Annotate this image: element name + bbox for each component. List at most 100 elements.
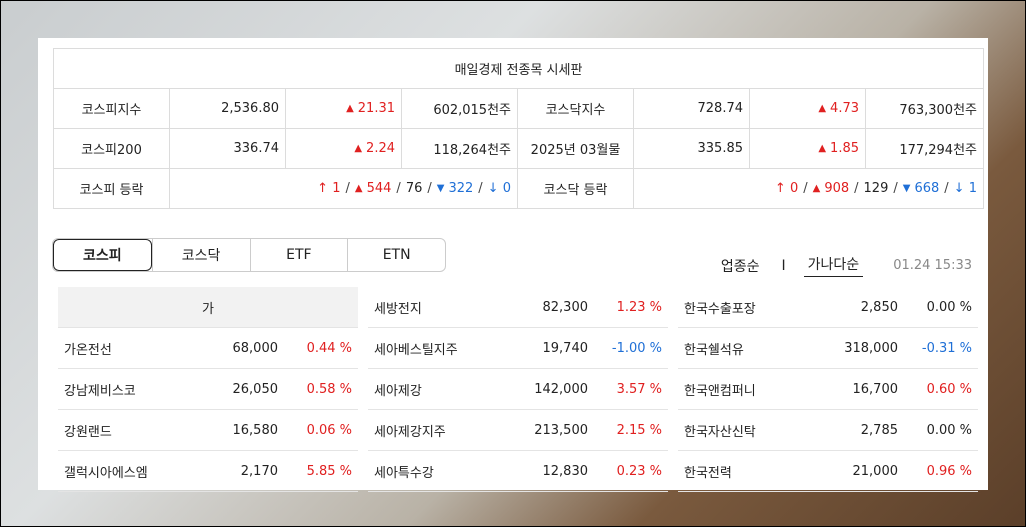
stock-name[interactable]: 강남제비스코 xyxy=(64,383,136,399)
kospi-up-count: 544 xyxy=(366,181,392,196)
kosdaq-index-value: 728.74 xyxy=(633,88,750,129)
stock-price: 16,580 xyxy=(232,422,279,438)
kospi-upper-count: 1 xyxy=(332,181,341,196)
stock-name[interactable]: 세방전지 xyxy=(374,301,422,317)
market-tabs: 코스피 코스닥 ETF ETN xyxy=(52,238,446,272)
stock-name[interactable]: 세아제강 xyxy=(374,383,422,399)
kospi-volume: 602,015천주 xyxy=(401,88,518,129)
kosdaq-volume: 763,300천주 xyxy=(865,88,984,129)
tab-kospi[interactable]: 코스피 xyxy=(53,239,152,271)
stock-name[interactable]: 갤럭시아에스엠 xyxy=(64,465,148,481)
stock-name[interactable]: 가온전선 xyxy=(64,342,112,358)
kosdaq-breadth-label: 코스닥 등락 xyxy=(517,168,634,209)
stock-change-rate: 0.00 % xyxy=(926,422,972,438)
stock-price: 12,830 xyxy=(542,463,589,479)
kospi200-label: 코스피200 xyxy=(53,128,170,169)
tab-kosdaq[interactable]: 코스닥 xyxy=(151,239,250,271)
stock-change-rate: 0.96 % xyxy=(926,463,972,479)
kosdaq-down-count: 668 xyxy=(914,181,940,196)
kosdaq-index-change: 4.73 xyxy=(830,101,859,116)
stock-price: 318,000 xyxy=(844,340,898,356)
stock-column-3: 한국수출포장 2,850 0.00 % 한국쉘석유 318,000 -0.31 % 한국앤컴… xyxy=(678,287,978,492)
kospi200-volume: 118,264천주 xyxy=(401,128,518,169)
stock-name[interactable]: 세아베스틸지주 xyxy=(374,342,458,358)
update-timestamp: 01.24 15:33 xyxy=(893,258,972,273)
stock-change-rate: 0.44 % xyxy=(306,340,352,356)
stock-price: 142,000 xyxy=(534,381,588,397)
down-triangle-icon xyxy=(437,181,449,196)
stock-row[interactable]: 강남제비스코 26,050 0.58 % xyxy=(58,369,358,410)
stock-row[interactable]: 한국자산신탁 2,785 0.00 % xyxy=(678,410,978,451)
futures-volume: 177,294천주 xyxy=(865,128,984,169)
stock-price: 213,500 xyxy=(534,422,588,438)
stock-price: 16,700 xyxy=(852,381,899,397)
stock-change-rate: -1.00 % xyxy=(611,340,662,356)
sort-alphabetical-button[interactable]: 가나다순 xyxy=(803,254,864,277)
stock-change-rate: 0.06 % xyxy=(306,422,352,438)
stock-row[interactable]: 세아특수강 12,830 0.23 % xyxy=(368,451,668,492)
up-triangle-icon xyxy=(813,181,825,196)
stock-row[interactable]: 한국수출포장 2,850 0.00 % xyxy=(678,287,978,328)
summary-row: 코스피지수 2,536.80 21.31 602,015천주 코스닥지수 728… xyxy=(53,88,984,129)
stock-name[interactable]: 한국수출포장 xyxy=(684,301,756,317)
futures-label: 2025년 03월물 xyxy=(517,128,634,169)
stock-price: 2,170 xyxy=(240,463,278,479)
stock-row[interactable]: 한국전력 21,000 0.96 % xyxy=(678,451,978,492)
kospi-index-value: 2,536.80 xyxy=(169,88,286,129)
stock-row[interactable]: 세아제강 142,000 3.57 % xyxy=(368,369,668,410)
index-letter-header: 가 xyxy=(58,287,358,328)
stock-change-rate: 5.85 % xyxy=(306,463,352,479)
stock-column-1: 가 가온전선 68,000 0.44 % 강남제비스코 26,050 0.58 % 강원랜드… xyxy=(58,287,358,492)
stock-change-rate: 0.60 % xyxy=(926,381,972,397)
stock-change-rate: 3.57 % xyxy=(616,381,662,397)
lower-limit-arrow-icon: ↓ xyxy=(953,181,965,196)
stock-name[interactable]: 한국쉘석유 xyxy=(684,342,744,358)
stock-name[interactable]: 한국전력 xyxy=(684,465,732,481)
kospi-index-label: 코스피지수 xyxy=(53,88,170,129)
stock-change-rate: 0.23 % xyxy=(616,463,662,479)
upper-limit-arrow-icon: ↑ xyxy=(774,181,786,196)
stock-row[interactable]: 갤럭시아에스엠 2,170 5.85 % xyxy=(58,451,358,492)
stock-row[interactable]: 세아베스틸지주 19,740 -1.00 % xyxy=(368,328,668,369)
stock-row[interactable]: 가온전선 68,000 0.44 % xyxy=(58,328,358,369)
stock-price: 2,850 xyxy=(860,299,898,315)
up-triangle-icon xyxy=(346,101,358,116)
kosdaq-breadth: ↑ 0/908/129/668/↓ 1 xyxy=(633,168,984,209)
stock-change-rate: 0.00 % xyxy=(926,299,972,315)
stock-name[interactable]: 강원랜드 xyxy=(64,424,112,440)
stock-change-rate: 2.15 % xyxy=(616,422,662,438)
kospi-lower-count: 0 xyxy=(502,181,511,196)
kospi-breadth-label: 코스피 등락 xyxy=(53,168,170,209)
stock-price: 68,000 xyxy=(232,340,279,356)
stock-row[interactable]: 세아제강지주 213,500 2.15 % xyxy=(368,410,668,451)
stock-row[interactable]: 세방전지 82,300 1.23 % xyxy=(368,287,668,328)
stock-name[interactable]: 세아특수강 xyxy=(374,465,434,481)
summary-row: 코스피200 336.74 2.24 118,264천주 2025년 03월물 … xyxy=(53,128,984,169)
tab-etn[interactable]: ETN xyxy=(347,239,445,271)
stock-name[interactable]: 세아제강지주 xyxy=(374,424,446,440)
stock-name[interactable]: 한국앤컴퍼니 xyxy=(684,383,756,399)
stock-name[interactable]: 한국자산신탁 xyxy=(684,424,756,440)
stock-price: 82,300 xyxy=(542,299,589,315)
stock-column-2: 세방전지 82,300 1.23 % 세아베스틸지주 19,740 -1.00 % 세아제강… xyxy=(368,287,668,492)
stock-price: 26,050 xyxy=(232,381,279,397)
down-triangle-icon xyxy=(903,181,915,196)
sort-by-sector-button[interactable]: 업종순 xyxy=(720,258,760,275)
stock-row[interactable]: 강원랜드 16,580 0.06 % xyxy=(58,410,358,451)
up-triangle-icon xyxy=(818,101,830,116)
futures-change: 1.85 xyxy=(830,141,859,156)
market-summary-table: 매일경제 전종목 시세판 코스피지수 2,536.80 21.31 602,01… xyxy=(53,48,984,209)
kosdaq-lower-count: 1 xyxy=(968,181,977,196)
stock-row[interactable]: 한국쉘석유 318,000 -0.31 % xyxy=(678,328,978,369)
stock-price: 19,740 xyxy=(542,340,589,356)
stock-row[interactable]: 한국앤컴퍼니 16,700 0.60 % xyxy=(678,369,978,410)
up-triangle-icon xyxy=(354,141,366,156)
stock-price: 21,000 xyxy=(852,463,899,479)
tab-etf[interactable]: ETF xyxy=(249,239,348,271)
breadth-row: 코스피 등락 ↑ 1/544/76/322/↓ 0 코스닥 등락 ↑ 0/908… xyxy=(53,168,984,209)
stock-change-rate: -0.31 % xyxy=(921,340,972,356)
kospi-index-change: 21.31 xyxy=(357,101,395,116)
kospi200-value: 336.74 xyxy=(169,128,286,169)
kospi200-change: 2.24 xyxy=(366,141,395,156)
stock-change-rate: 0.58 % xyxy=(306,381,352,397)
